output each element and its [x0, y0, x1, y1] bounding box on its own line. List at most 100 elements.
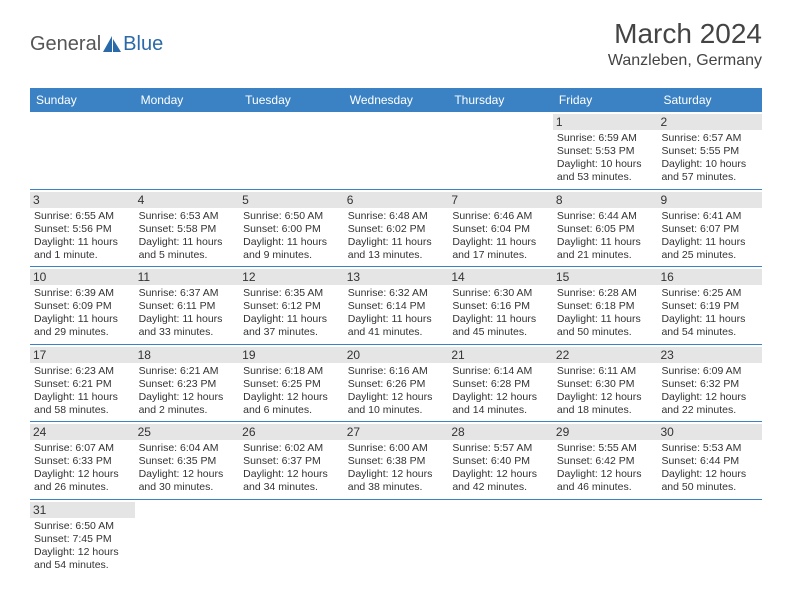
- daylight-text: Daylight: 11 hours and 45 minutes.: [452, 313, 549, 339]
- day-number: [344, 114, 449, 130]
- sunset-text: Sunset: 5:56 PM: [34, 223, 131, 236]
- daylight-text: Daylight: 12 hours and 50 minutes.: [661, 468, 758, 494]
- sunset-text: Sunset: 6:07 PM: [661, 223, 758, 236]
- day-cell: [30, 112, 135, 189]
- weekday-header: Wednesday: [344, 88, 449, 112]
- daylight-text: Daylight: 11 hours and 41 minutes.: [348, 313, 445, 339]
- day-number: 7: [448, 192, 553, 208]
- sunrise-text: Sunrise: 6:44 AM: [557, 210, 654, 223]
- sunrise-text: Sunrise: 6:23 AM: [34, 365, 131, 378]
- sunset-text: Sunset: 6:35 PM: [139, 455, 236, 468]
- week-row: 31Sunrise: 6:50 AMSunset: 7:45 PMDayligh…: [30, 500, 762, 577]
- day-cell: 13Sunrise: 6:32 AMSunset: 6:14 PMDayligh…: [344, 267, 449, 344]
- day-cell: 31Sunrise: 6:50 AMSunset: 7:45 PMDayligh…: [30, 500, 135, 577]
- day-number: 31: [30, 502, 135, 518]
- sunrise-text: Sunrise: 6:46 AM: [452, 210, 549, 223]
- daylight-text: Daylight: 11 hours and 33 minutes.: [139, 313, 236, 339]
- day-number: 14: [448, 269, 553, 285]
- sunrise-text: Sunrise: 6:09 AM: [661, 365, 758, 378]
- sunset-text: Sunset: 6:09 PM: [34, 300, 131, 313]
- daylight-text: Daylight: 11 hours and 54 minutes.: [661, 313, 758, 339]
- daylight-text: Daylight: 10 hours and 53 minutes.: [557, 158, 654, 184]
- day-number: [135, 114, 240, 130]
- sunrise-text: Sunrise: 6:25 AM: [661, 287, 758, 300]
- weekday-header-row: Sunday Monday Tuesday Wednesday Thursday…: [30, 88, 762, 112]
- day-cell: 27Sunrise: 6:00 AMSunset: 6:38 PMDayligh…: [344, 422, 449, 499]
- day-number: 5: [239, 192, 344, 208]
- day-cell: 16Sunrise: 6:25 AMSunset: 6:19 PMDayligh…: [657, 267, 762, 344]
- day-number: 23: [657, 347, 762, 363]
- daylight-text: Daylight: 12 hours and 34 minutes.: [243, 468, 340, 494]
- sunset-text: Sunset: 5:58 PM: [139, 223, 236, 236]
- day-cell: 28Sunrise: 5:57 AMSunset: 6:40 PMDayligh…: [448, 422, 553, 499]
- day-cell: 23Sunrise: 6:09 AMSunset: 6:32 PMDayligh…: [657, 345, 762, 422]
- sunrise-text: Sunrise: 6:39 AM: [34, 287, 131, 300]
- sunrise-text: Sunrise: 6:37 AM: [139, 287, 236, 300]
- location: Wanzleben, Germany: [608, 52, 762, 70]
- day-number: [239, 502, 344, 518]
- daylight-text: Daylight: 12 hours and 22 minutes.: [661, 391, 758, 417]
- day-cell: 5Sunrise: 6:50 AMSunset: 6:00 PMDaylight…: [239, 190, 344, 267]
- day-number: 26: [239, 424, 344, 440]
- sunrise-text: Sunrise: 6:07 AM: [34, 442, 131, 455]
- day-cell: [448, 112, 553, 189]
- sunset-text: Sunset: 6:12 PM: [243, 300, 340, 313]
- day-cell: 8Sunrise: 6:44 AMSunset: 6:05 PMDaylight…: [553, 190, 658, 267]
- sunset-text: Sunset: 6:02 PM: [348, 223, 445, 236]
- day-number: 22: [553, 347, 658, 363]
- day-cell: 17Sunrise: 6:23 AMSunset: 6:21 PMDayligh…: [30, 345, 135, 422]
- daylight-text: Daylight: 12 hours and 26 minutes.: [34, 468, 131, 494]
- sunset-text: Sunset: 6:44 PM: [661, 455, 758, 468]
- sunset-text: Sunset: 6:38 PM: [348, 455, 445, 468]
- day-number: [344, 502, 449, 518]
- day-cell: [448, 500, 553, 577]
- sunset-text: Sunset: 6:40 PM: [452, 455, 549, 468]
- day-cell: [239, 500, 344, 577]
- sunrise-text: Sunrise: 6:48 AM: [348, 210, 445, 223]
- sunrise-text: Sunrise: 6:57 AM: [661, 132, 758, 145]
- sunset-text: Sunset: 6:14 PM: [348, 300, 445, 313]
- day-cell: 11Sunrise: 6:37 AMSunset: 6:11 PMDayligh…: [135, 267, 240, 344]
- sunrise-text: Sunrise: 6:18 AM: [243, 365, 340, 378]
- day-number: 12: [239, 269, 344, 285]
- day-number: 24: [30, 424, 135, 440]
- sunset-text: Sunset: 5:55 PM: [661, 145, 758, 158]
- weeks-container: 1Sunrise: 6:59 AMSunset: 5:53 PMDaylight…: [30, 112, 762, 576]
- title-block: March 2024 Wanzleben, Germany: [608, 18, 762, 70]
- day-cell: 1Sunrise: 6:59 AMSunset: 5:53 PMDaylight…: [553, 112, 658, 189]
- calendar: Sunday Monday Tuesday Wednesday Thursday…: [30, 88, 762, 576]
- logo-text-general: General: [30, 33, 101, 56]
- sunrise-text: Sunrise: 5:55 AM: [557, 442, 654, 455]
- sunrise-text: Sunrise: 6:50 AM: [34, 520, 131, 533]
- sunrise-text: Sunrise: 6:50 AM: [243, 210, 340, 223]
- sunrise-text: Sunrise: 6:35 AM: [243, 287, 340, 300]
- day-cell: 3Sunrise: 6:55 AMSunset: 5:56 PMDaylight…: [30, 190, 135, 267]
- daylight-text: Daylight: 11 hours and 37 minutes.: [243, 313, 340, 339]
- page-header: General Blue March 2024 Wanzleben, Germa…: [0, 0, 792, 80]
- day-number: 28: [448, 424, 553, 440]
- day-number: 25: [135, 424, 240, 440]
- week-row: 24Sunrise: 6:07 AMSunset: 6:33 PMDayligh…: [30, 422, 762, 500]
- day-cell: 7Sunrise: 6:46 AMSunset: 6:04 PMDaylight…: [448, 190, 553, 267]
- day-cell: [344, 500, 449, 577]
- day-cell: 9Sunrise: 6:41 AMSunset: 6:07 PMDaylight…: [657, 190, 762, 267]
- day-cell: [344, 112, 449, 189]
- day-cell: 26Sunrise: 6:02 AMSunset: 6:37 PMDayligh…: [239, 422, 344, 499]
- sunrise-text: Sunrise: 6:00 AM: [348, 442, 445, 455]
- sunrise-text: Sunrise: 6:28 AM: [557, 287, 654, 300]
- sunset-text: Sunset: 6:26 PM: [348, 378, 445, 391]
- day-cell: 12 Sunrise: 6:35 AMSunset: 6:12 PMDayligh…: [239, 267, 344, 344]
- sunrise-text: Sunrise: 5:53 AM: [661, 442, 758, 455]
- day-number: [239, 114, 344, 130]
- sunset-text: Sunset: 6:37 PM: [243, 455, 340, 468]
- daylight-text: Daylight: 11 hours and 1 minute.: [34, 236, 131, 262]
- daylight-text: Daylight: 11 hours and 58 minutes.: [34, 391, 131, 417]
- day-number: [448, 502, 553, 518]
- logo-text-blue: Blue: [123, 33, 163, 56]
- day-number: 1: [553, 114, 658, 130]
- sunset-text: Sunset: 6:00 PM: [243, 223, 340, 236]
- sunset-text: Sunset: 7:45 PM: [34, 533, 131, 546]
- sunset-text: Sunset: 6:18 PM: [557, 300, 654, 313]
- day-number: [448, 114, 553, 130]
- day-cell: 10Sunrise: 6:39 AMSunset: 6:09 PMDayligh…: [30, 267, 135, 344]
